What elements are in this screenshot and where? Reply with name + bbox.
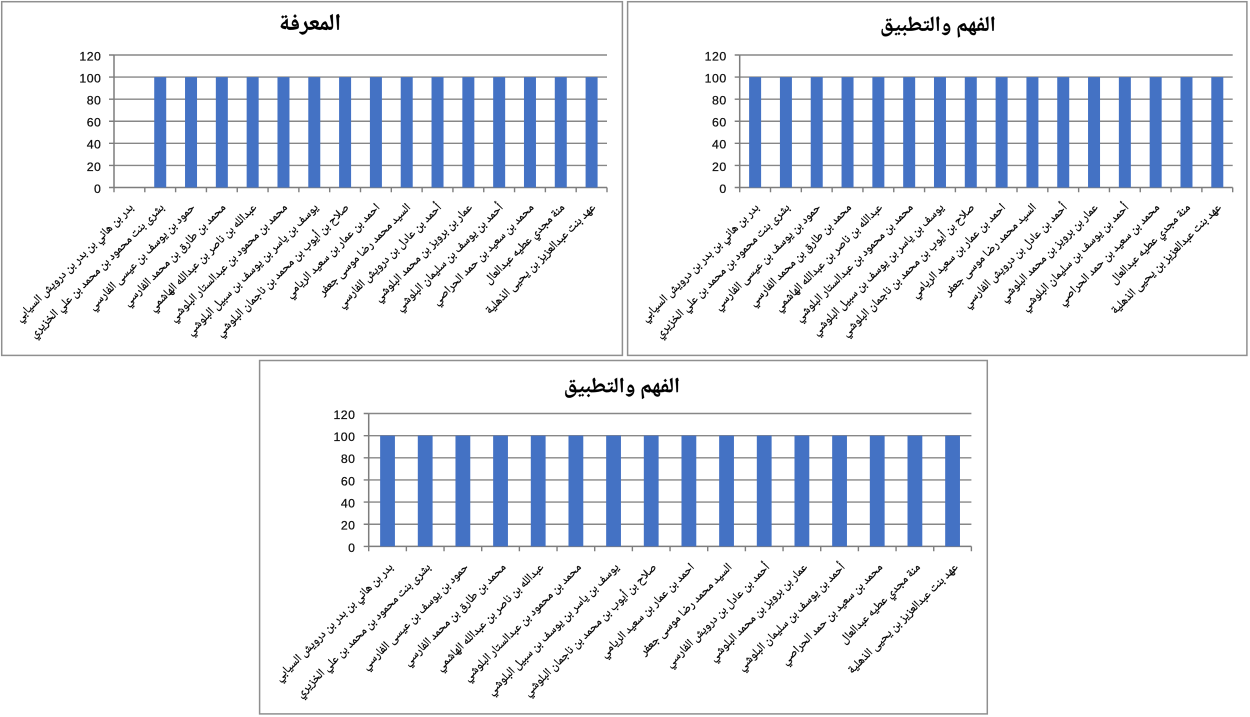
svg-text:0: 0	[348, 541, 355, 555]
svg-text:100: 100	[333, 430, 355, 444]
svg-text:100: 100	[705, 71, 727, 85]
svg-text:0: 0	[719, 182, 726, 196]
svg-text:120: 120	[705, 49, 727, 63]
svg-text:40: 40	[87, 138, 102, 152]
svg-text:120: 120	[79, 49, 101, 63]
svg-text:40: 40	[712, 138, 727, 152]
svg-text:60: 60	[87, 116, 102, 130]
svg-text:80: 80	[341, 452, 356, 466]
svg-text:80: 80	[87, 94, 102, 108]
svg-text:0: 0	[94, 182, 101, 196]
svg-text:20: 20	[87, 160, 102, 174]
svg-text:100: 100	[79, 71, 101, 85]
svg-text:60: 60	[341, 474, 356, 488]
svg-text:80: 80	[712, 94, 727, 108]
svg-text:120: 120	[333, 408, 355, 422]
svg-text:20: 20	[341, 519, 356, 533]
svg-text:40: 40	[341, 497, 356, 511]
svg-text:60: 60	[712, 116, 727, 130]
svg-text:20: 20	[712, 160, 727, 174]
